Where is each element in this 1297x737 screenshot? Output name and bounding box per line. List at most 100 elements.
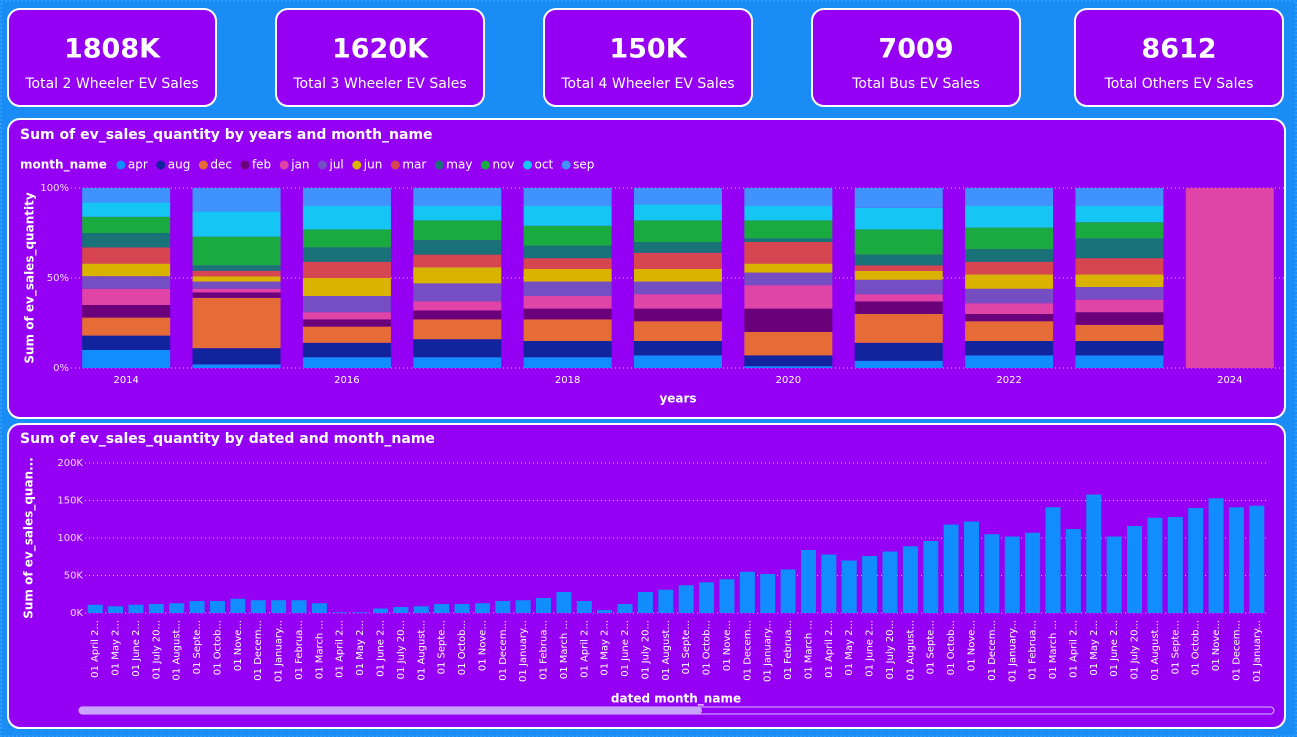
bar-segment <box>413 267 502 284</box>
legend-label: feb <box>252 158 271 172</box>
bar <box>1086 494 1102 613</box>
x-tick-label: 01 March ... <box>314 620 325 679</box>
bar <box>352 612 368 613</box>
bar-segment <box>82 317 171 336</box>
x-tick-label: 01 May 2... <box>111 620 122 676</box>
y-tick-label: 0K <box>70 608 83 619</box>
x-tick-label: 01 Nove... <box>722 620 733 671</box>
bar-segment <box>744 263 833 273</box>
bar-segment <box>302 296 391 313</box>
bar <box>230 598 246 613</box>
x-tick-label: 2024 <box>1217 375 1242 386</box>
bar-segment <box>192 188 281 212</box>
bar-segment <box>523 225 612 246</box>
scrollbar-thumb[interactable] <box>79 707 702 714</box>
bar-segment <box>965 314 1054 322</box>
legend-marker <box>198 160 208 170</box>
bar-segment <box>634 252 722 269</box>
kpi-label: Total 4 Wheeler EV Sales <box>560 76 734 92</box>
bar-segment <box>413 357 502 368</box>
bar-segment <box>302 357 391 368</box>
bar <box>984 534 1000 613</box>
bar <box>434 604 450 613</box>
bar <box>699 582 715 613</box>
bar-segment <box>523 258 612 269</box>
bar-segment <box>854 314 943 343</box>
x-tick-label: 01 Decem... <box>742 620 753 681</box>
bar-segment <box>302 188 391 206</box>
x-tick-label: 01 July 20... <box>151 620 162 679</box>
x-axis-title: dated month_name <box>611 692 741 707</box>
cards: 1808K Total 2 Wheeler EV Sales 1620K Total … <box>7 8 1284 107</box>
x-tick-label: 01 Octob... <box>457 620 468 675</box>
legend-label: mar <box>402 158 426 172</box>
x-tick-label: 2014 <box>113 375 138 386</box>
y-tick-label: 0% <box>53 363 69 374</box>
bar-segment <box>965 188 1054 206</box>
legend-marker <box>390 160 400 170</box>
y-axis-title: Sum of ev_sales_quantity <box>23 192 38 363</box>
bar-segment <box>413 319 502 340</box>
bar-segment <box>413 206 502 221</box>
bar <box>658 589 674 613</box>
bar-segment <box>744 242 833 264</box>
bar-segment <box>634 242 722 253</box>
bar-segment <box>302 261 391 278</box>
x-tick-label: 01 May 2... <box>844 620 855 676</box>
y-tick-label: 150K <box>57 496 83 507</box>
x-tick-label: 01 Octob... <box>702 620 713 675</box>
bar <box>536 598 552 613</box>
bar-segment <box>634 341 722 356</box>
x-tick-label: 01 April 2... <box>1068 620 1079 678</box>
x-tick-label: 2020 <box>776 375 801 386</box>
bar <box>1249 505 1265 613</box>
bar-segment <box>634 355 722 368</box>
legend-label: sep <box>573 158 594 172</box>
bar-segment <box>82 263 171 277</box>
bar-segment <box>965 288 1054 304</box>
charts: Sum of ev_sales_quantity by years and mo… <box>20 127 1285 707</box>
x-tick-label: 01 March ... <box>803 620 814 679</box>
bar-segment <box>965 206 1054 228</box>
legend-label: jul <box>328 158 343 172</box>
bar <box>780 569 796 613</box>
bar <box>923 541 939 613</box>
x-tick-label: 01 April 2... <box>335 620 346 678</box>
x-tick-label: 01 Decem... <box>253 620 264 681</box>
bar-segment <box>854 207 943 230</box>
bar <box>128 604 144 613</box>
bar-segment <box>413 220 502 241</box>
bar-segment <box>1075 206 1164 223</box>
x-tick-label: 01 January... <box>1007 620 1018 682</box>
x-tick-label: 01 August... <box>661 620 672 680</box>
legend-marker <box>561 160 571 170</box>
bar-segment <box>82 202 171 217</box>
bar-segment <box>1075 324 1164 341</box>
legend-label: aug <box>168 158 191 172</box>
bar-segment <box>302 342 391 358</box>
x-tick-label: 01 Nove... <box>967 620 978 671</box>
kpi-value: 1808K <box>64 34 161 65</box>
kpi-card <box>811 8 1021 107</box>
x-tick-label: 01 July 20... <box>396 620 407 679</box>
bar-segment <box>192 270 281 277</box>
x-tick-label: 01 June 2... <box>620 620 631 677</box>
bar <box>943 524 959 613</box>
bar-segment <box>302 312 391 320</box>
bar <box>454 604 470 613</box>
bar <box>1208 498 1224 613</box>
bar <box>87 604 103 613</box>
x-tick-label: 01 Septe... <box>1170 620 1181 674</box>
x-tick-label: 01 Octob... <box>946 620 957 675</box>
x-tick-label: 01 August... <box>416 620 427 680</box>
bar <box>332 612 348 613</box>
bar-segment <box>82 305 171 318</box>
bar-segment <box>413 240 502 255</box>
bar-segment <box>192 265 281 271</box>
bar-segment <box>192 288 281 293</box>
kpi-card <box>7 8 217 107</box>
bar-segment <box>192 348 281 365</box>
chart-title: Sum of ev_sales_quantity by dated and mo… <box>20 431 435 447</box>
bar <box>250 600 266 613</box>
